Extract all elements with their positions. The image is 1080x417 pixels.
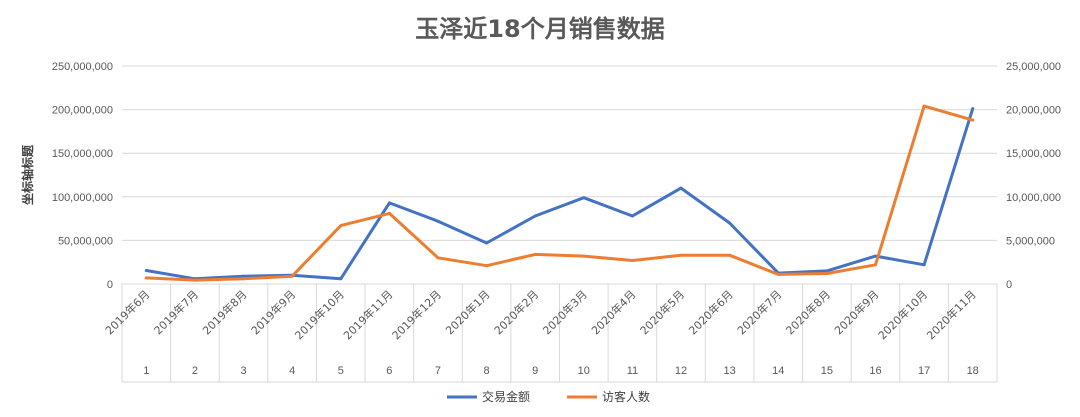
series-2-point: [242, 277, 245, 281]
right-tick-label: 0: [1006, 279, 1012, 291]
x-index-label: 8: [484, 365, 490, 377]
series-1-point: [582, 196, 586, 200]
x-category-label: 2019年11月: [340, 287, 395, 342]
right-tick-label: 5,000,000: [1006, 235, 1055, 247]
x-index-label: 10: [578, 365, 590, 377]
left-tick-label: 250,000,000: [52, 61, 113, 73]
x-index-label: 18: [967, 365, 979, 377]
series-2-point: [728, 253, 732, 257]
x-category-label: 2019年12月: [389, 287, 444, 342]
series-1-point: [825, 269, 829, 273]
series-2-point: [193, 278, 197, 282]
series-2-point: [485, 264, 489, 268]
series-2-point: [339, 224, 343, 228]
series-1-point: [144, 269, 148, 272]
series-2-point: [630, 259, 634, 262]
x-index-label: 13: [724, 365, 736, 377]
x-category-label: 2020年2月: [491, 287, 541, 337]
x-index-label: 4: [289, 365, 295, 377]
x-category-label: 2020年5月: [637, 287, 687, 337]
series-1-point: [533, 214, 537, 218]
left-tick-label: 100,000,000: [52, 192, 113, 204]
left-tick-label: 150,000,000: [52, 148, 113, 160]
left-tick-label: 0: [107, 279, 113, 291]
x-index-label: 9: [532, 365, 538, 377]
series-2-point: [971, 118, 975, 122]
x-index-label: 14: [772, 365, 784, 377]
series-2-point: [922, 104, 926, 108]
x-category-label: 2019年6月: [102, 287, 152, 337]
series-1-point: [728, 221, 732, 225]
series-2-point: [776, 272, 780, 276]
x-index-label: 1: [143, 365, 149, 377]
right-tick-label: 10,000,000: [1006, 192, 1061, 204]
series-1-point: [242, 274, 245, 278]
left-tick-label: 200,000,000: [52, 105, 113, 117]
y-axis-title: 坐标轴标题: [20, 144, 35, 205]
x-axis: 2019年6月 1 2019年7月 2 2019年8月 3 2019年9月 4 2019年10月…: [102, 284, 998, 383]
x-index-label: 2: [192, 365, 198, 377]
x-category-label: 2020年8月: [783, 287, 833, 337]
series-2-point: [825, 272, 829, 275]
series-1-point: [630, 214, 634, 218]
series-line-2: [144, 104, 975, 282]
x-index-label: 7: [435, 365, 441, 377]
x-category-label: 2020年11月: [924, 287, 979, 342]
series-2-point: [144, 276, 148, 280]
series-1-point: [874, 254, 877, 258]
series-lines: [144, 104, 975, 282]
x-index-label: 3: [240, 365, 246, 377]
x-category-label: 2020年3月: [540, 287, 590, 337]
grid-lines: [122, 65, 997, 285]
series-line-1: [144, 107, 975, 281]
x-category-label: 2020年10月: [875, 287, 930, 342]
x-category-label: 2020年7月: [734, 287, 784, 337]
right-tick-label: 25,000,000: [1006, 61, 1061, 73]
x-index-label: 5: [338, 365, 344, 377]
series-2-point: [533, 252, 537, 256]
right-tick-label: 15,000,000: [1006, 148, 1061, 160]
series-2-point: [387, 211, 391, 215]
x-category-label: 2020年1月: [443, 287, 493, 337]
series-1-point: [387, 201, 391, 205]
x-category-label: 2019年7月: [151, 287, 201, 337]
legend-label-1: 交易金额: [482, 389, 530, 404]
x-category-label: 2019年9月: [248, 287, 298, 337]
series-1-point: [679, 186, 683, 190]
x-category-label: 2020年6月: [686, 287, 736, 337]
x-index-label: 17: [918, 365, 930, 377]
x-category-label: 2020年9月: [831, 287, 881, 337]
series-1-point: [971, 107, 975, 111]
right-tick-label: 20,000,000: [1006, 105, 1061, 117]
series-1-point: [922, 263, 926, 267]
x-index-label: 12: [675, 365, 687, 377]
legend: 交易金额 访客人数: [447, 389, 650, 404]
x-category-label: 2019年8月: [199, 287, 249, 337]
x-index-label: 6: [386, 365, 392, 377]
series-1-point: [339, 277, 343, 281]
legend-label-2: 访客人数: [602, 389, 650, 404]
series-1-point: [485, 241, 489, 245]
series-2-point: [582, 254, 586, 258]
left-y-axis: 0 50,000,000 100,000,000 150,000,000 200,000…: [52, 61, 113, 291]
right-y-axis: 0 5,000,000 10,000,000 15,000,000 20,000,000…: [1006, 61, 1061, 291]
x-index-label: 11: [627, 365, 638, 377]
x-category-label: 2020年4月: [588, 287, 638, 337]
series-2-point: [290, 274, 294, 278]
series-2-point: [679, 253, 683, 257]
left-tick-label: 50,000,000: [58, 235, 113, 247]
series-2-point: [436, 256, 440, 260]
series-2-point: [874, 263, 877, 267]
x-index-label: 16: [869, 365, 881, 377]
x-index-label: 15: [821, 365, 833, 377]
series-1-point: [436, 219, 440, 223]
x-category-label: 2019年10月: [292, 287, 347, 342]
chart-title: 玉泽近18个月销售数据: [415, 15, 664, 43]
